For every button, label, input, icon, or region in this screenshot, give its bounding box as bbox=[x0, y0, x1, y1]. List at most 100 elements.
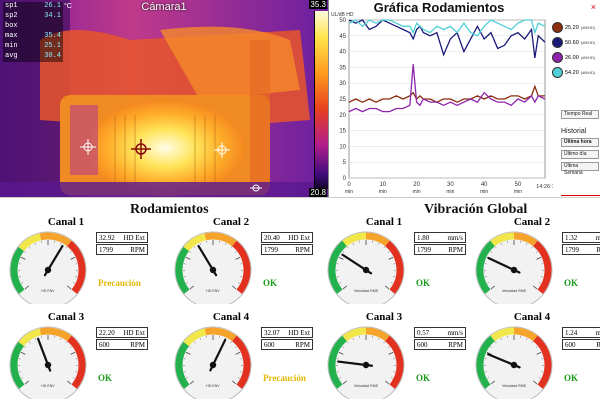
y-tick-label: 40 bbox=[339, 50, 346, 56]
gauge-rpm-value: 600 bbox=[264, 341, 275, 349]
gauge-value: 32.92 bbox=[99, 234, 115, 242]
gauge-tick bbox=[339, 377, 342, 379]
line-chart: 051015202530354045500min10min20min30min4… bbox=[339, 18, 553, 195]
gauge-tick bbox=[387, 251, 390, 253]
gauge-band bbox=[490, 232, 515, 247]
gauge-label: HD ENV bbox=[41, 289, 55, 293]
gauge-tick bbox=[536, 256, 542, 260]
last-hour-button[interactable]: Última hora bbox=[561, 138, 599, 147]
gauge-tick bbox=[487, 282, 490, 284]
gauge-dial: HD ENV bbox=[9, 231, 87, 304]
gauge-tick bbox=[342, 380, 347, 385]
last-day-button[interactable]: Último día bbox=[561, 150, 599, 159]
readout-row: avg 30.4 bbox=[3, 52, 63, 62]
gauge-tick bbox=[342, 346, 345, 348]
legend-item[interactable]: 26.00 (dB/HD) bbox=[552, 50, 598, 65]
gauge-status: Precaución bbox=[263, 373, 306, 383]
gauge-tick bbox=[234, 346, 237, 348]
gauge-value: 1.32 bbox=[565, 234, 578, 242]
x-tick-label: 40 bbox=[481, 182, 488, 188]
gauge-unit: mm/s bbox=[595, 234, 600, 242]
gauge-values: 1.24 mm/s 600 RPM bbox=[562, 327, 600, 351]
gauge-tick bbox=[385, 285, 390, 290]
chart-y-header: UL/dB HD bbox=[331, 12, 354, 18]
series-line bbox=[348, 84, 545, 103]
gauge-card: Canal 3 0.57 mm/s 600 RPM OK Velocidad RMS bbox=[318, 311, 466, 399]
gauge-title: Canal 4 bbox=[212, 311, 250, 323]
gauge-rpm-row: 1799 RPM bbox=[562, 244, 600, 255]
y-tick-label: 50 bbox=[339, 18, 346, 24]
gauge-rpm-row: 1799 RPM bbox=[414, 244, 466, 255]
gauge-tick bbox=[535, 346, 538, 348]
y-tick-label: 5 bbox=[343, 160, 347, 166]
historial-label: Historial bbox=[561, 128, 587, 135]
gauge-tick bbox=[387, 346, 390, 348]
gauge-title: Canal 4 bbox=[513, 311, 551, 323]
gauge-rpm-value: 1799 bbox=[264, 246, 278, 254]
gauge-values: 32.07 HD Ext 600 RPM bbox=[261, 327, 313, 351]
gauge-tick bbox=[533, 285, 538, 290]
gauge-tick bbox=[186, 377, 189, 379]
gauge-tick bbox=[235, 256, 241, 260]
legend-swatch bbox=[552, 37, 563, 48]
gauge-card: Canal 2 1.32 mm/s 1799 RPM OK Velocidad RMS bbox=[466, 216, 600, 304]
gauge-label: Velocidad RMS bbox=[354, 289, 379, 293]
gauge-tick bbox=[186, 282, 189, 284]
gauge-status: OK bbox=[416, 373, 431, 383]
gauge-rpm-row: 600 RPM bbox=[414, 339, 466, 350]
gauge-band bbox=[10, 341, 25, 389]
gauge-value-row: 32.92 HD Ext bbox=[96, 232, 148, 243]
gauge-value-row: 0.57 mm/s bbox=[414, 327, 466, 338]
readout-row: sp1 26.1 bbox=[3, 2, 63, 12]
realtime-button[interactable]: Tiempo Real bbox=[561, 110, 599, 119]
legend-item[interactable]: 54.20 (dB/HD) bbox=[552, 65, 598, 80]
gauge-tick bbox=[378, 337, 380, 340]
gauge-tick bbox=[338, 351, 344, 355]
gauge-values: 32.92 HD Ext 1799 RPM bbox=[96, 232, 148, 256]
gauge-band bbox=[385, 240, 404, 294]
gauge-rpm-value: 600 bbox=[99, 341, 110, 349]
gauge-tick bbox=[189, 251, 192, 253]
last-week-button[interactable]: Última Semana bbox=[561, 162, 599, 176]
gauge-tick bbox=[189, 285, 194, 290]
gauge-dial: HD ENV bbox=[9, 326, 87, 399]
readout-row: sp2 34.1 bbox=[3, 12, 63, 22]
gauge-unit: HD Ext bbox=[123, 234, 145, 242]
time-end-label: 14:26:16 bbox=[536, 184, 553, 190]
gauge-tick bbox=[60, 337, 62, 340]
gauge-rpm-row: 600 RPM bbox=[96, 339, 148, 350]
gauge-value: 32.07 bbox=[264, 329, 280, 337]
gauge-values: 0.57 mm/s 600 RPM bbox=[414, 327, 466, 351]
gauge-tick bbox=[342, 251, 345, 253]
gauge-tick bbox=[67, 285, 72, 290]
gauge-label: Velocidad RMS bbox=[502, 384, 527, 388]
scale-max-label: 35.3 bbox=[309, 0, 327, 9]
gauge-rpm-row: 1799 RPM bbox=[96, 244, 148, 255]
section-title-vibracion: Vibración Global bbox=[424, 202, 528, 217]
gauge-tick bbox=[385, 380, 390, 385]
gauge-status: OK bbox=[416, 278, 431, 288]
legend-item[interactable]: 50.60 (dB/HD) bbox=[552, 35, 598, 50]
gauge-band bbox=[476, 335, 495, 389]
close-icon[interactable]: × bbox=[590, 2, 596, 12]
gauge-label: Velocidad RMS bbox=[502, 289, 527, 293]
gauge-tick bbox=[526, 242, 528, 245]
gauge-card: Canal 1 32.92 HD Ext 1799 RPM Precaución HD… bbox=[0, 216, 148, 304]
gauge-value: 0.57 bbox=[417, 329, 430, 337]
gauge-value-row: 20.40 HD Ext bbox=[261, 232, 313, 243]
gauge-band bbox=[39, 232, 72, 247]
gauge-tick bbox=[60, 242, 62, 245]
gauge-band bbox=[365, 232, 390, 247]
gauge-values: 1.80 mm/s 1799 RPM bbox=[414, 232, 466, 256]
gauge-band bbox=[342, 327, 367, 342]
x-unit-label: min bbox=[446, 189, 454, 195]
gauge-dial: Velocidad RMS bbox=[327, 326, 405, 399]
gauge-tick bbox=[234, 251, 237, 253]
gauge-value-row: 1.32 mm/s bbox=[562, 232, 600, 243]
gauge-tick bbox=[185, 351, 191, 355]
temperature-readout: sp1 26.1 sp2 34.1 box max 35.4 min 25.1 avg 3… bbox=[3, 2, 63, 62]
legend-item[interactable]: 25.20 (dB/HD) bbox=[552, 20, 598, 35]
x-tick-label: 50 bbox=[515, 182, 522, 188]
gauge-tick bbox=[20, 256, 26, 260]
series-line bbox=[348, 19, 546, 59]
